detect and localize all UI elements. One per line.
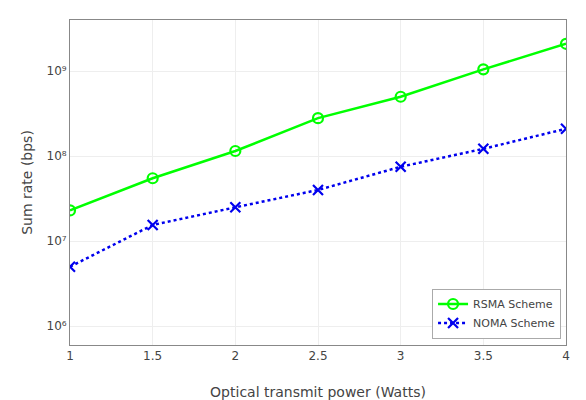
- svg-text:2: 2: [232, 349, 240, 363]
- svg-text:3: 3: [397, 349, 405, 363]
- svg-text:2.5: 2.5: [308, 349, 327, 363]
- svg-text:Optical transmit power (Watts): Optical transmit power (Watts): [210, 384, 426, 400]
- svg-text:1.5: 1.5: [143, 349, 162, 363]
- svg-text:4: 4: [562, 349, 570, 363]
- svg-text:10⁸: 10⁸: [47, 149, 67, 163]
- svg-text:10⁷: 10⁷: [47, 234, 67, 248]
- svg-text:RSMA Scheme: RSMA Scheme: [473, 298, 553, 311]
- svg-text:Sum rate (bps): Sum rate (bps): [19, 130, 35, 235]
- svg-text:10⁶: 10⁶: [47, 319, 67, 333]
- svg-text:10⁹: 10⁹: [47, 64, 67, 78]
- svg-text:NOMA Scheme: NOMA Scheme: [473, 317, 555, 330]
- svg-text:3.5: 3.5: [474, 349, 493, 363]
- svg-text:1: 1: [66, 349, 74, 363]
